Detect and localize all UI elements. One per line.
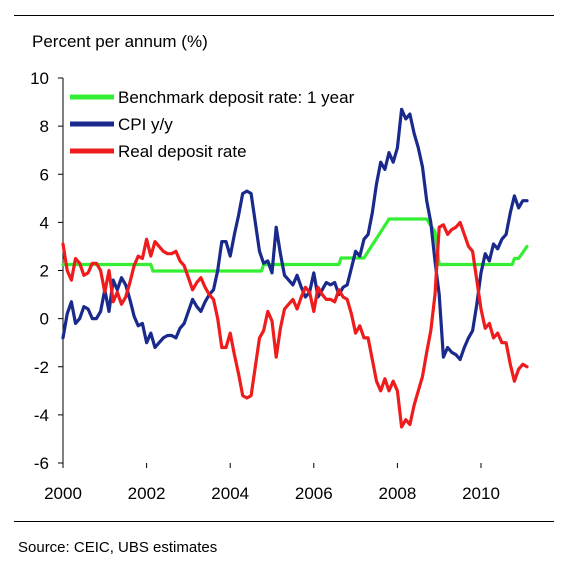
legend-label-real-deposit-rate: Real deposit rate (118, 142, 247, 161)
chart-legend: Benchmark deposit rate: 1 year CPI y/y Rea… (70, 88, 355, 161)
y-tick-label: 6 (40, 165, 49, 184)
series-line-real-deposit-rate (61, 220, 529, 429)
legend-label-benchmark-deposit-rate-1-year: Benchmark deposit rate: 1 year (118, 88, 355, 107)
chart-axes: 10 8 6 4 2 0 -2 -4 -6 2000 2002 2004 2006 2008 2010 (30, 69, 500, 503)
x-tick-label: 2002 (128, 484, 166, 503)
x-tick-label: 2006 (295, 484, 333, 503)
x-tick-label: 2010 (462, 484, 500, 503)
top-rule (14, 15, 554, 16)
y-tick-label: -2 (34, 358, 49, 377)
y-tick-label: 2 (40, 262, 49, 281)
series-line-cpi-y-y (61, 107, 529, 362)
legend-label-cpi-y-y: CPI y/y (118, 115, 173, 134)
y-axis-label: Percent per annum (%) (32, 32, 208, 51)
x-tick-label: 2008 (378, 484, 416, 503)
y-tick-label: -6 (34, 454, 49, 473)
source-note: Source: CEIC, UBS estimates (18, 539, 218, 556)
bottom-rule (14, 521, 554, 522)
x-tick-label: 2004 (211, 484, 249, 503)
y-tick-label: -4 (34, 406, 49, 425)
x-tick-label: 2000 (44, 484, 82, 503)
series-line-benchmark-deposit-rate-1-year (61, 217, 529, 273)
y-tick-label: 8 (40, 117, 49, 136)
y-tick-label: 0 (40, 310, 49, 329)
y-tick-label: 10 (30, 69, 49, 88)
chart-series (61, 107, 529, 429)
y-tick-label: 4 (40, 213, 49, 232)
